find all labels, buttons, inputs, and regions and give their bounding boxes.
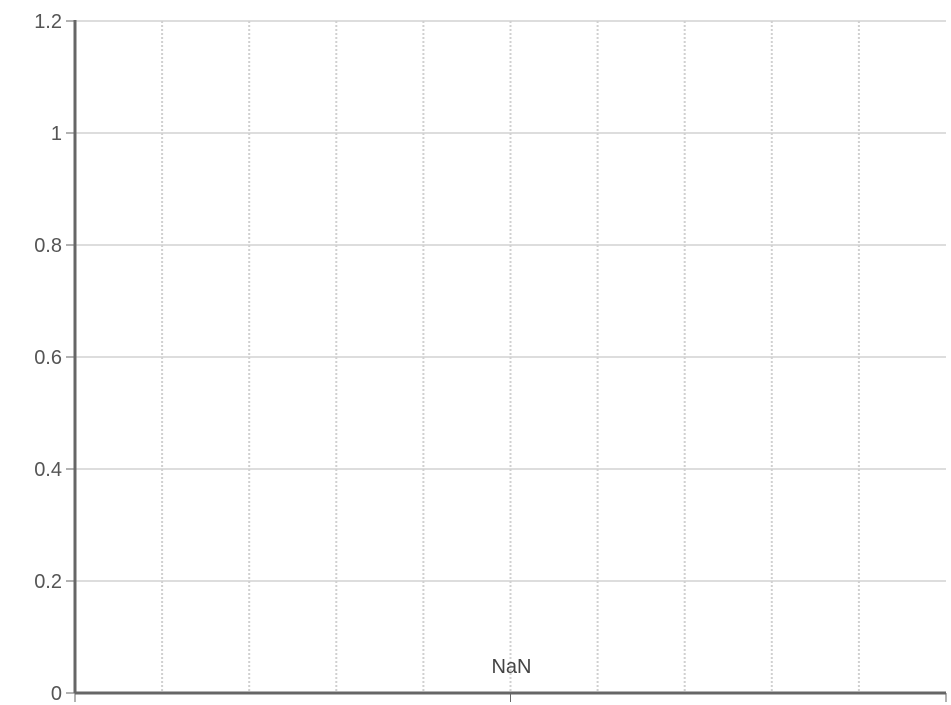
vertical-gridlines — [161, 21, 860, 693]
x-axis: NaN — [74, 656, 947, 702]
y-tick-label: 0.4 — [34, 459, 62, 481]
y-tick-label: 1.2 — [34, 11, 62, 33]
y-tick-label: 0.6 — [34, 347, 62, 369]
x-tick-label: NaN — [491, 656, 531, 678]
y-tick-label: 0.8 — [34, 235, 62, 257]
y-axis: 0 0.2 0.4 0.6 0.8 1 1.2 — [34, 11, 77, 705]
y-tick-label: 1 — [51, 123, 62, 145]
y-tick-label: 0.2 — [34, 571, 62, 593]
y-tick-label: 0 — [51, 683, 62, 705]
